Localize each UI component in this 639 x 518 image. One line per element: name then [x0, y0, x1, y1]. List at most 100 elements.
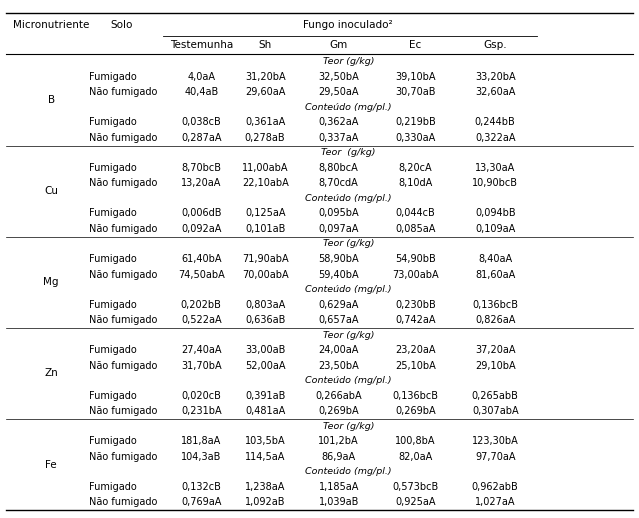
Text: Fumigado: Fumigado: [89, 345, 137, 355]
Text: 0,244bB: 0,244bB: [475, 117, 516, 127]
Text: 1,185aA: 1,185aA: [318, 482, 359, 492]
Text: 0,095bA: 0,095bA: [318, 208, 359, 219]
Text: 101,2bA: 101,2bA: [318, 436, 359, 447]
Text: 29,50aA: 29,50aA: [318, 87, 359, 97]
Text: 61,40bA: 61,40bA: [181, 254, 222, 264]
Text: Gm: Gm: [330, 40, 348, 50]
Text: 0,287aA: 0,287aA: [181, 133, 222, 143]
Text: 0,826aA: 0,826aA: [475, 315, 516, 325]
Text: Fumigado: Fumigado: [89, 482, 137, 492]
Text: 13,20aA: 13,20aA: [181, 178, 222, 189]
Text: 37,20aA: 37,20aA: [475, 345, 516, 355]
Text: 8,70bcB: 8,70bcB: [181, 163, 221, 173]
Text: 0,202bB: 0,202bB: [181, 299, 222, 310]
Text: Não fumigado: Não fumigado: [89, 178, 158, 189]
Text: 82,0aA: 82,0aA: [398, 452, 433, 462]
Text: 0,230bB: 0,230bB: [395, 299, 436, 310]
Text: 11,00abA: 11,00abA: [242, 163, 288, 173]
Text: 0,573bcB: 0,573bcB: [392, 482, 438, 492]
Text: 0,657aA: 0,657aA: [318, 315, 359, 325]
Text: 0,307abA: 0,307abA: [472, 406, 518, 416]
Text: 0,636aB: 0,636aB: [245, 315, 286, 325]
Text: 0,361aA: 0,361aA: [245, 117, 285, 127]
Text: Mg: Mg: [43, 277, 59, 287]
Text: 8,70cdA: 8,70cdA: [319, 178, 358, 189]
Text: 97,70aA: 97,70aA: [475, 452, 516, 462]
Text: 22,10abA: 22,10abA: [242, 178, 289, 189]
Text: B: B: [47, 95, 55, 105]
Text: Fumigado: Fumigado: [89, 436, 137, 447]
Text: 0,265abB: 0,265abB: [472, 391, 519, 401]
Text: 0,769aA: 0,769aA: [181, 497, 222, 508]
Text: 104,3aB: 104,3aB: [181, 452, 222, 462]
Text: Fungo inoculado²: Fungo inoculado²: [304, 20, 393, 30]
Text: Conteúdo (mg/pl.): Conteúdo (mg/pl.): [305, 194, 392, 203]
Text: 30,70aB: 30,70aB: [395, 87, 436, 97]
Text: Conteúdo (mg/pl.): Conteúdo (mg/pl.): [305, 103, 392, 112]
Text: Fumigado: Fumigado: [89, 71, 137, 82]
Text: 52,00aA: 52,00aA: [245, 361, 286, 371]
Text: 0,481aA: 0,481aA: [245, 406, 285, 416]
Text: 31,70bA: 31,70bA: [181, 361, 222, 371]
Text: Não fumigado: Não fumigado: [89, 269, 158, 280]
Text: 27,40aA: 27,40aA: [181, 345, 222, 355]
Text: 0,337aA: 0,337aA: [318, 133, 359, 143]
Text: 0,742aA: 0,742aA: [395, 315, 436, 325]
Text: Micronutriente: Micronutriente: [13, 20, 89, 30]
Text: 0,044cB: 0,044cB: [396, 208, 435, 219]
Text: 0,278aB: 0,278aB: [245, 133, 286, 143]
Text: 29,10bA: 29,10bA: [475, 361, 516, 371]
Text: Teor (g/kg): Teor (g/kg): [323, 330, 374, 340]
Text: Fumigado: Fumigado: [89, 254, 137, 264]
Text: 1,238aA: 1,238aA: [245, 482, 286, 492]
Text: 100,8bA: 100,8bA: [395, 436, 436, 447]
Text: Não fumigado: Não fumigado: [89, 133, 158, 143]
Text: Gsp.: Gsp.: [484, 40, 507, 50]
Text: Não fumigado: Não fumigado: [89, 361, 158, 371]
Text: 181,8aA: 181,8aA: [181, 436, 221, 447]
Text: 0,136bcB: 0,136bcB: [472, 299, 518, 310]
Text: 8,10dA: 8,10dA: [398, 178, 433, 189]
Text: Fe: Fe: [45, 459, 57, 470]
Text: 0,219bB: 0,219bB: [395, 117, 436, 127]
Text: 29,60aA: 29,60aA: [245, 87, 286, 97]
Text: 74,50abA: 74,50abA: [178, 269, 225, 280]
Text: 0,038cB: 0,038cB: [181, 117, 221, 127]
Text: 8,20cA: 8,20cA: [399, 163, 432, 173]
Text: 86,9aA: 86,9aA: [321, 452, 356, 462]
Text: 25,10bA: 25,10bA: [395, 361, 436, 371]
Text: 0,085aA: 0,085aA: [395, 224, 436, 234]
Text: 24,00aA: 24,00aA: [318, 345, 359, 355]
Text: 33,00aB: 33,00aB: [245, 345, 286, 355]
Text: 1,027aA: 1,027aA: [475, 497, 516, 508]
Text: 0,231bA: 0,231bA: [181, 406, 222, 416]
Text: 10,90bcB: 10,90bcB: [472, 178, 518, 189]
Text: 0,092aA: 0,092aA: [181, 224, 222, 234]
Text: 0,266abA: 0,266abA: [316, 391, 362, 401]
Text: 1,092aB: 1,092aB: [245, 497, 286, 508]
Text: 0,269bA: 0,269bA: [395, 406, 436, 416]
Text: 0,269bA: 0,269bA: [318, 406, 359, 416]
Text: 0,125aA: 0,125aA: [245, 208, 286, 219]
Text: Conteúdo (mg/pl.): Conteúdo (mg/pl.): [305, 285, 392, 294]
Text: 1,039aB: 1,039aB: [318, 497, 359, 508]
Text: 0,962abB: 0,962abB: [472, 482, 519, 492]
Text: 0,132cB: 0,132cB: [181, 482, 221, 492]
Text: 0,020cB: 0,020cB: [181, 391, 221, 401]
Text: Não fumigado: Não fumigado: [89, 406, 158, 416]
Text: Não fumigado: Não fumigado: [89, 497, 158, 508]
Text: 58,90bA: 58,90bA: [318, 254, 359, 264]
Text: 0,803aA: 0,803aA: [245, 299, 285, 310]
Text: 0,109aA: 0,109aA: [475, 224, 515, 234]
Text: Fumigado: Fumigado: [89, 299, 137, 310]
Text: 0,094bB: 0,094bB: [475, 208, 516, 219]
Text: 54,90bB: 54,90bB: [395, 254, 436, 264]
Text: 71,90abA: 71,90abA: [242, 254, 288, 264]
Text: 8,80bcA: 8,80bcA: [319, 163, 358, 173]
Text: 8,40aA: 8,40aA: [478, 254, 512, 264]
Text: 123,30bA: 123,30bA: [472, 436, 519, 447]
Text: 0,391aB: 0,391aB: [245, 391, 286, 401]
Text: 23,20aA: 23,20aA: [395, 345, 436, 355]
Text: 4,0aA: 4,0aA: [187, 71, 215, 82]
Text: Não fumigado: Não fumigado: [89, 452, 158, 462]
